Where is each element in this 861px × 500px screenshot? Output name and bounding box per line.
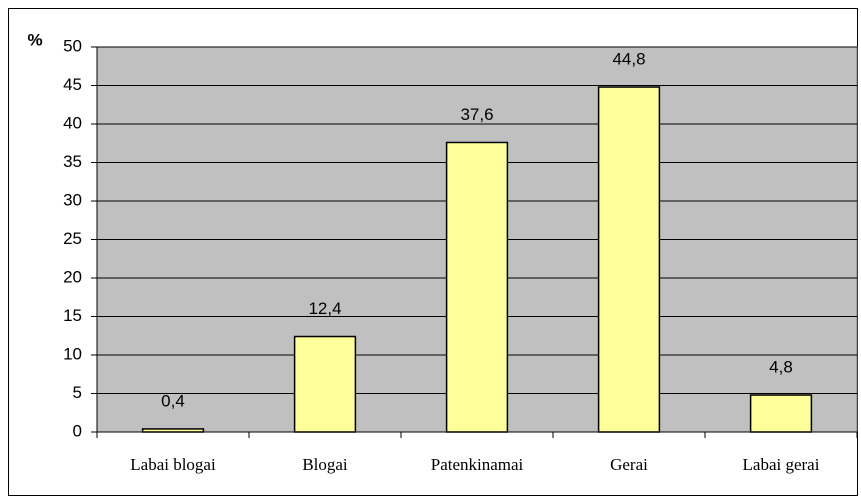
bar <box>445 141 509 433</box>
bar <box>749 394 813 433</box>
y-tick-label: 25 <box>63 229 82 248</box>
y-tick-label: 10 <box>63 344 82 363</box>
y-tick-label: 35 <box>63 152 82 171</box>
bar <box>141 428 205 433</box>
y-tick-label: 50 <box>63 36 82 55</box>
y-tick-label: 45 <box>63 75 82 94</box>
y-tick-label: 15 <box>63 306 82 325</box>
x-tick-label: Labai blogai <box>130 455 216 474</box>
y-tick-label: 30 <box>63 190 82 209</box>
data-label: 44,8 <box>612 50 645 69</box>
bar <box>293 335 357 433</box>
x-tick-label: Gerai <box>610 455 648 474</box>
data-label: 12,4 <box>308 299 341 318</box>
data-label: 0,4 <box>161 391 185 410</box>
y-tick-label: 40 <box>63 113 82 132</box>
data-label: 37,6 <box>460 105 493 124</box>
y-tick-label: 5 <box>73 383 82 402</box>
bar <box>597 86 661 433</box>
y-tick-label: 20 <box>63 267 82 286</box>
y-tick-label: 0 <box>73 421 82 440</box>
x-tick-label: Blogai <box>302 455 348 474</box>
y-axis-label: % <box>27 30 42 49</box>
x-tick-label: Labai gerai <box>743 455 820 474</box>
data-label: 4,8 <box>769 358 793 377</box>
x-tick-label: Patenkinamai <box>431 455 524 474</box>
